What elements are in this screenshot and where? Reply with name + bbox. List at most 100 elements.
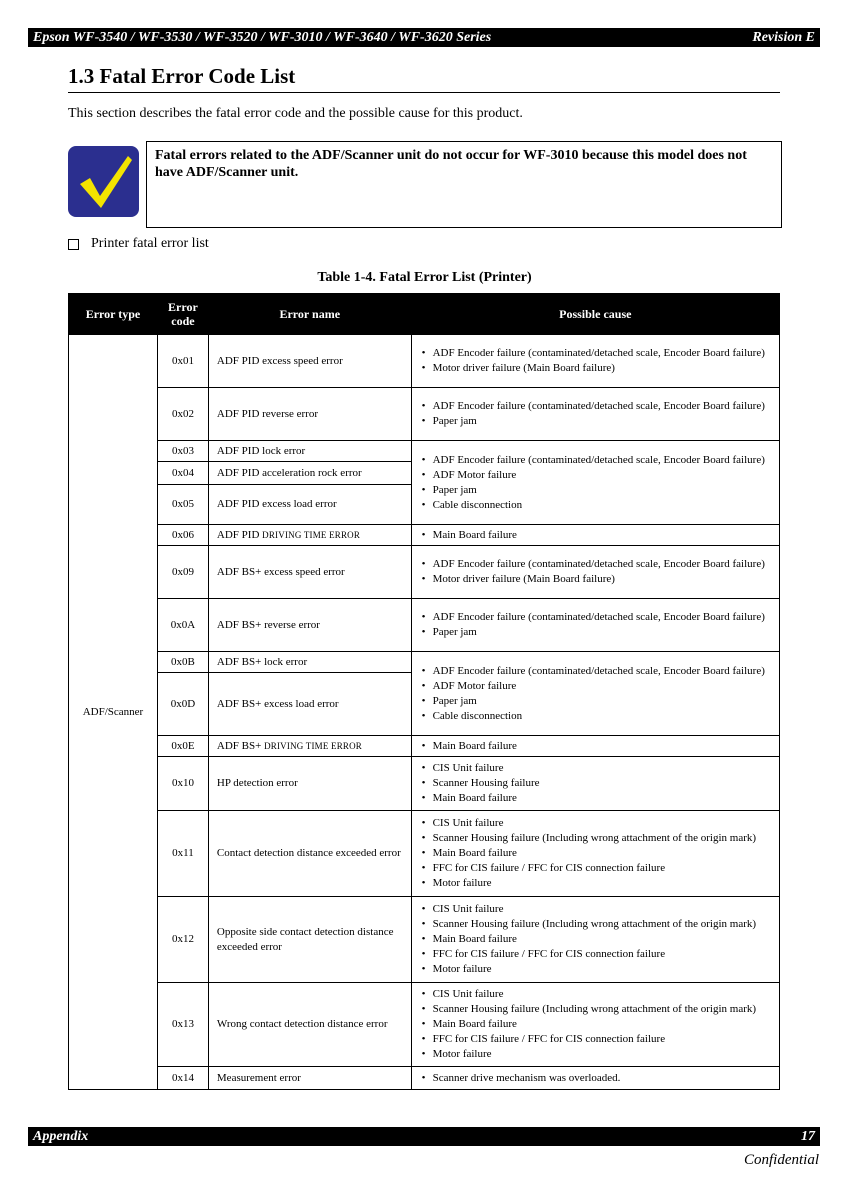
error-name-text: ADF PID excess load error — [216, 498, 337, 510]
page-header: Epson WF-3540 / WF-3530 / WF-3520 / WF-3… — [28, 28, 820, 47]
cause-item: Paper jam — [420, 483, 771, 498]
cause-list: CIS Unit failureScanner Housing failure … — [420, 816, 771, 891]
error-name-text: ADF PID reverse error — [216, 407, 319, 420]
possible-cause: ADF Encoder failure (contaminated/detach… — [410, 334, 781, 388]
possible-cause: CIS Unit failureScanner Housing failure … — [410, 810, 781, 897]
cause-item: ADF Encoder failure (contaminated/detach… — [420, 399, 771, 414]
possible-cause: CIS Unit failureScanner Housing failure … — [410, 896, 781, 983]
error-code: 0x11 — [156, 810, 209, 897]
table-row: 0x10 HP detection error CIS Unit failureSc… — [69, 756, 781, 811]
error-code: 0x10 — [156, 756, 209, 811]
error-code: 0x0A — [156, 598, 209, 652]
cause-list: ADF Encoder failure (contaminated/detach… — [420, 664, 771, 724]
cause-list: ADF Encoder failure (contaminated/detach… — [420, 610, 771, 640]
possible-cause: Main Board failure — [410, 524, 781, 546]
cause-item: Cable disconnection — [420, 709, 771, 724]
table-caption: Table 1-4. Fatal Error List (Printer) — [317, 270, 532, 285]
error-name: ADF PID reverse error — [207, 387, 412, 441]
cause-item: Motor driver failure (Main Board failure… — [420, 361, 771, 376]
error-name-text: ADF BS+ excess speed error — [216, 565, 345, 578]
error-type-cell: ADF/Scanner — [68, 334, 158, 1090]
cause-list: ADF Encoder failure (contaminated/detach… — [420, 557, 771, 587]
table-row: 0x05 ADF PID excess load error — [69, 484, 780, 525]
error-name: Contact detection distance exceeded erro… — [207, 810, 412, 897]
error-name: ADF BS+ lock error — [207, 651, 412, 673]
cause-item: Main Board failure — [420, 846, 771, 861]
error-name: ADF PID excess load error — [207, 484, 412, 525]
error-name-text: ADF PID excess speed error — [216, 354, 343, 367]
error-code: 0x09 — [156, 545, 209, 599]
cause-list: CIS Unit failureScanner Housing failureM… — [420, 761, 771, 806]
header-possible-cause: Possible cause — [410, 293, 781, 335]
cause-item: ADF Motor failure — [420, 468, 771, 483]
cause-item: CIS Unit failure — [420, 761, 771, 776]
cause-item: Paper jam — [420, 414, 771, 429]
cause-item: Motor failure — [420, 876, 771, 891]
header-title: Epson WF-3540 / WF-3530 / WF-3520 / WF-3… — [33, 29, 492, 45]
error-name-text: HP detection error — [216, 777, 298, 789]
error-name-text: ADF BS+ — [216, 739, 265, 752]
possible-cause: ADF Encoder failure (contaminated/detach… — [410, 598, 781, 652]
cause-item: CIS Unit failure — [420, 816, 771, 831]
table-row: 0x09 ADF BS+ excess speed error ADF Encode… — [69, 545, 781, 599]
square-bullet-icon — [68, 238, 79, 250]
cause-item: CIS Unit failure — [420, 902, 771, 917]
cause-item: Scanner Housing failure — [420, 776, 771, 791]
subheading: Printer fatal error list — [68, 236, 209, 252]
table-row: 0x12 Opposite side contact detection dist… — [69, 896, 781, 983]
error-code: 0x12 — [156, 896, 209, 983]
error-name-text: ADF BS+ lock error — [216, 655, 308, 668]
cause-item: Scanner Housing failure (Including wrong… — [420, 1002, 771, 1017]
table-row: 0x13 Wrong contact detection distance err… — [69, 982, 781, 1067]
cause-list: Scanner drive mechanism was overloaded. — [420, 1071, 771, 1086]
error-name-text: ADF BS+ reverse error — [216, 618, 320, 631]
cause-list: CIS Unit failureScanner Housing failure … — [420, 902, 771, 977]
table-row: 0x03 ADF PID lock error ADF Encoder failur… — [69, 440, 781, 525]
cause-item: Main Board failure — [420, 791, 771, 806]
table-header-row: Error type Error code Error name Possibl… — [68, 293, 781, 335]
cause-item: FFC for CIS failure / FFC for CIS connec… — [420, 947, 771, 962]
cause-item: Scanner Housing failure (Including wrong… — [420, 831, 771, 846]
error-name: Measurement error — [207, 1066, 412, 1090]
cause-item: FFC for CIS failure / FFC for CIS connec… — [420, 1032, 771, 1047]
error-code: 0x03 — [156, 440, 209, 462]
error-code: 0x13 — [156, 982, 209, 1067]
table-row: 0x14 Measurement error Scanner drive mecha… — [69, 1066, 781, 1090]
error-name-text: Contact detection distance exceeded erro… — [216, 847, 401, 859]
cause-item: Paper jam — [420, 694, 771, 709]
error-name: ADF BS+ excess speed error — [207, 545, 412, 599]
error-code: 0x14 — [156, 1066, 209, 1090]
error-code: 0x06 — [156, 524, 209, 546]
cause-item: CIS Unit failure — [420, 987, 771, 1002]
possible-cause: ADF Encoder failure (contaminated/detach… — [410, 387, 781, 441]
error-name-text: ADF PID — [216, 528, 263, 541]
error-name-smallcaps: DRIVING TIME ERROR — [264, 740, 363, 751]
cause-item: Main Board failure — [420, 1017, 771, 1032]
possible-cause: CIS Unit failureScanner Housing failure … — [410, 982, 781, 1067]
cause-item: Paper jam — [420, 625, 771, 640]
cause-item: ADF Motor failure — [420, 679, 771, 694]
error-name: HP detection error — [207, 756, 412, 811]
header-error-code: Error code — [156, 293, 209, 335]
error-code: 0x0E — [156, 735, 209, 757]
error-code: 0x0B — [156, 651, 209, 673]
cause-list: ADF Encoder failure (contaminated/detach… — [420, 346, 771, 376]
error-code: 0x04 — [156, 461, 209, 485]
note-box: Fatal errors related to the ADF/Scanner … — [146, 141, 782, 228]
section-title: 1.3 Fatal Error Code List — [68, 64, 780, 93]
cause-item: Motor failure — [420, 1047, 771, 1062]
header-revision: Revision E — [752, 29, 815, 45]
error-name: ADF PID DRIVING TIME ERROR — [207, 524, 412, 546]
header-error-type: Error type — [68, 293, 158, 335]
error-name: ADF BS+ reverse error — [207, 598, 412, 652]
error-code: 0x02 — [156, 387, 209, 441]
cause-item: Main Board failure — [420, 932, 771, 947]
page-footer: Appendix 17 — [28, 1127, 820, 1146]
error-name: ADF BS+ excess load error — [207, 672, 412, 736]
cause-item: ADF Encoder failure (contaminated/detach… — [420, 610, 771, 625]
cause-item: Main Board failure — [420, 739, 771, 754]
possible-cause: ADF Encoder failure (contaminated/detach… — [410, 440, 781, 525]
cause-item: Main Board failure — [420, 528, 771, 543]
cause-item: Scanner Housing failure (Including wrong… — [420, 917, 771, 932]
